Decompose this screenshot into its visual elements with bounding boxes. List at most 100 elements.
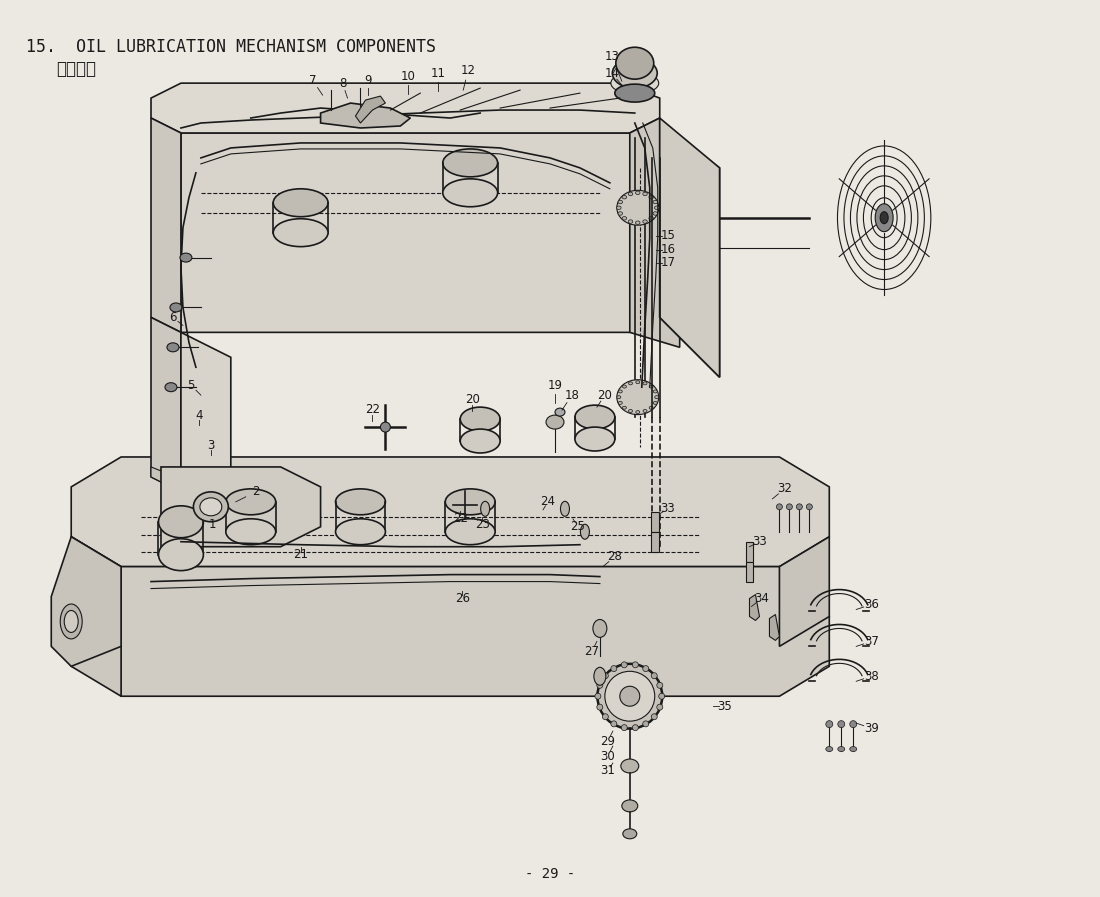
Text: 17: 17 (660, 256, 675, 269)
Ellipse shape (546, 415, 564, 429)
Ellipse shape (649, 385, 653, 388)
Ellipse shape (826, 720, 833, 727)
Ellipse shape (653, 401, 658, 405)
Ellipse shape (618, 401, 623, 405)
Text: 給油関係: 給油関係 (56, 60, 97, 78)
Ellipse shape (620, 759, 639, 773)
Ellipse shape (649, 196, 653, 199)
Polygon shape (651, 532, 659, 552)
Text: 8: 8 (339, 76, 346, 90)
Ellipse shape (617, 206, 621, 210)
Ellipse shape (786, 504, 792, 509)
Ellipse shape (226, 518, 276, 544)
Ellipse shape (642, 721, 649, 727)
Text: 1: 1 (209, 518, 217, 531)
Ellipse shape (628, 192, 632, 196)
Ellipse shape (636, 411, 640, 414)
Text: - 29 -: - 29 - (525, 867, 575, 881)
Ellipse shape (632, 662, 638, 667)
Ellipse shape (618, 390, 623, 393)
Ellipse shape (623, 385, 626, 388)
Ellipse shape (617, 396, 620, 398)
Polygon shape (72, 616, 121, 696)
Ellipse shape (610, 721, 617, 727)
Text: 29: 29 (601, 735, 615, 747)
Ellipse shape (158, 506, 204, 537)
Polygon shape (72, 536, 121, 647)
Ellipse shape (575, 427, 615, 451)
Text: 27: 27 (584, 645, 600, 658)
Ellipse shape (621, 725, 627, 731)
Ellipse shape (460, 407, 500, 431)
Ellipse shape (653, 200, 658, 204)
Text: 9: 9 (365, 74, 372, 87)
Ellipse shape (649, 406, 653, 409)
Ellipse shape (273, 188, 328, 217)
Ellipse shape (628, 382, 632, 385)
Text: 4: 4 (195, 409, 202, 422)
Ellipse shape (165, 383, 177, 392)
Ellipse shape (642, 192, 647, 196)
Polygon shape (180, 333, 231, 507)
Ellipse shape (605, 671, 654, 721)
Ellipse shape (603, 714, 608, 719)
Ellipse shape (636, 221, 640, 224)
Ellipse shape (613, 58, 657, 88)
Polygon shape (780, 536, 829, 647)
Text: 36: 36 (864, 598, 879, 611)
Text: 6: 6 (169, 311, 177, 324)
Ellipse shape (167, 343, 179, 352)
Ellipse shape (657, 683, 663, 688)
Ellipse shape (443, 149, 497, 177)
Ellipse shape (644, 409, 647, 413)
Text: 10: 10 (400, 70, 416, 83)
Polygon shape (161, 467, 320, 546)
Ellipse shape (610, 666, 617, 672)
Ellipse shape (336, 489, 385, 515)
Ellipse shape (597, 683, 603, 688)
Polygon shape (151, 318, 180, 492)
Ellipse shape (880, 212, 888, 223)
Polygon shape (355, 96, 385, 123)
Ellipse shape (200, 498, 222, 516)
Polygon shape (151, 118, 180, 333)
Ellipse shape (644, 382, 647, 385)
Text: 7: 7 (309, 74, 317, 87)
Ellipse shape (632, 725, 638, 731)
Polygon shape (151, 83, 660, 133)
Text: 16: 16 (660, 243, 675, 257)
Polygon shape (52, 536, 121, 666)
Text: 32: 32 (777, 483, 792, 495)
Ellipse shape (64, 611, 78, 632)
Ellipse shape (654, 206, 659, 210)
Polygon shape (746, 562, 754, 581)
Text: 5: 5 (187, 379, 195, 392)
Ellipse shape (617, 190, 659, 225)
Ellipse shape (796, 504, 802, 509)
Text: 14: 14 (604, 66, 619, 80)
Ellipse shape (158, 539, 204, 570)
Ellipse shape (481, 501, 490, 517)
Polygon shape (72, 457, 829, 567)
Ellipse shape (273, 219, 328, 247)
Text: 2: 2 (252, 485, 260, 499)
Ellipse shape (170, 303, 182, 312)
Ellipse shape (623, 196, 627, 199)
Ellipse shape (636, 191, 640, 195)
Text: 24: 24 (540, 495, 556, 509)
Ellipse shape (651, 673, 657, 679)
Ellipse shape (623, 406, 626, 409)
Ellipse shape (381, 422, 390, 432)
Ellipse shape (642, 220, 647, 223)
Ellipse shape (623, 829, 637, 839)
Text: 31: 31 (601, 764, 615, 778)
Text: 39: 39 (864, 721, 879, 735)
Ellipse shape (597, 704, 603, 710)
Ellipse shape (561, 501, 570, 517)
Text: 11: 11 (431, 66, 446, 80)
Text: 13: 13 (604, 49, 619, 63)
Ellipse shape (619, 686, 640, 706)
Text: 19: 19 (548, 379, 562, 392)
Ellipse shape (615, 84, 654, 102)
Ellipse shape (595, 693, 601, 700)
